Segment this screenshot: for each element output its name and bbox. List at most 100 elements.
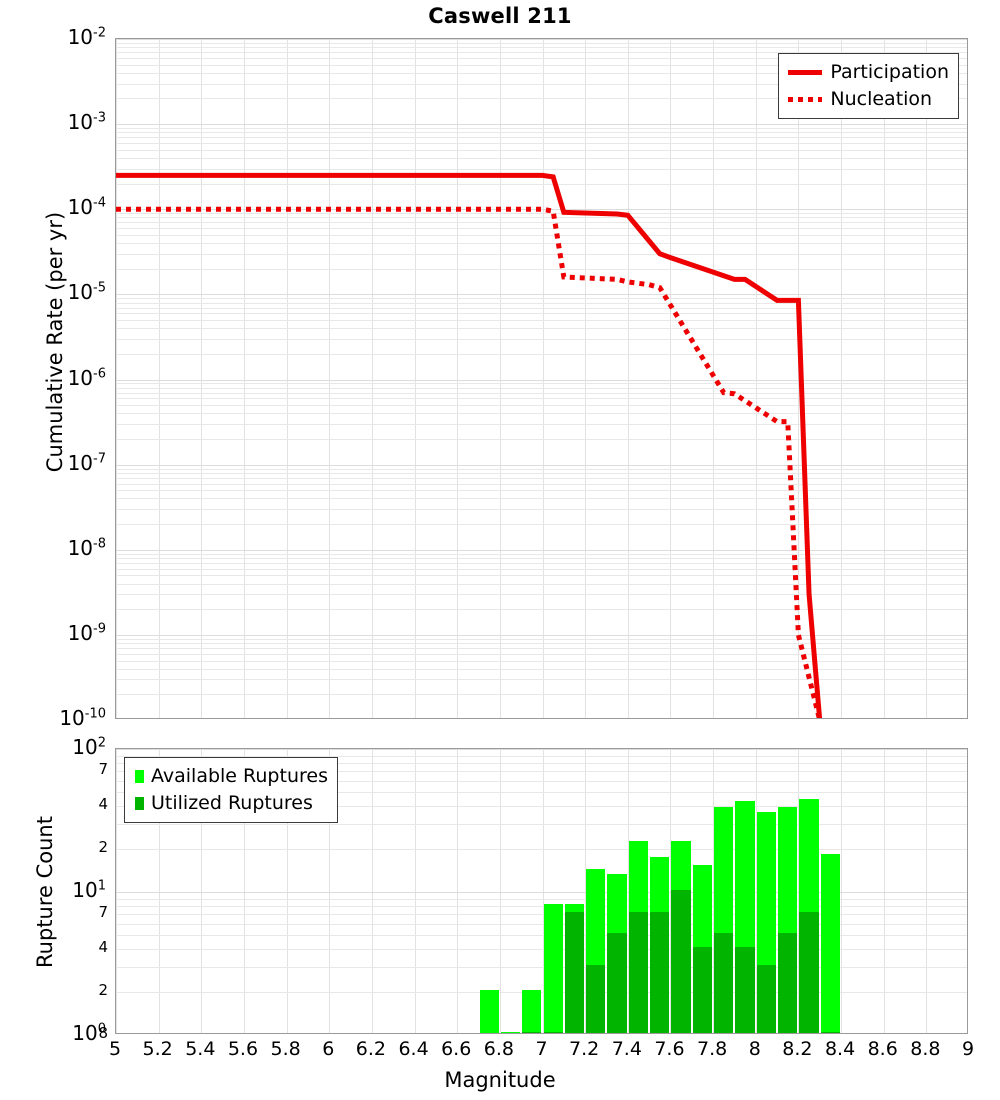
gridline-horizontal bbox=[116, 509, 967, 510]
gridline-horizontal bbox=[116, 228, 967, 229]
gridline-horizontal bbox=[116, 294, 967, 295]
gridline-vertical bbox=[116, 39, 117, 718]
gridline-horizontal bbox=[116, 575, 967, 576]
bar-utilized bbox=[650, 912, 670, 1033]
gridline-horizontal bbox=[116, 169, 967, 170]
gridline-vertical bbox=[798, 39, 799, 718]
gridline-horizontal bbox=[116, 892, 967, 893]
y-tick-label-minor: 7 bbox=[98, 760, 108, 779]
x-tick-label: 7 bbox=[535, 1038, 548, 1060]
y-tick-label: 10-7 bbox=[67, 450, 106, 475]
gridline-horizontal bbox=[116, 393, 967, 394]
bar-group bbox=[543, 903, 563, 1033]
gridline-horizontal bbox=[116, 73, 967, 74]
gridline-vertical bbox=[543, 749, 544, 1033]
gridline-horizontal bbox=[116, 465, 967, 466]
gridline-vertical bbox=[841, 749, 842, 1033]
y-tick-label: 102 bbox=[72, 735, 106, 759]
gridline-vertical bbox=[287, 39, 288, 718]
gridline-vertical bbox=[585, 749, 586, 1033]
gridline-vertical bbox=[884, 39, 885, 718]
bar-utilized bbox=[735, 946, 755, 1033]
y-tick-label-minor: 4 bbox=[98, 794, 108, 813]
gridline-horizontal bbox=[116, 484, 967, 485]
gridline-horizontal bbox=[116, 914, 967, 915]
gridline-vertical bbox=[372, 39, 373, 718]
gridline-horizontal bbox=[116, 209, 967, 210]
gridline-horizontal bbox=[116, 128, 967, 129]
gridline-horizontal bbox=[116, 558, 967, 559]
x-tick-label: 6.4 bbox=[398, 1038, 429, 1060]
legend-label-available: Available Ruptures bbox=[151, 765, 328, 787]
bar-group bbox=[564, 903, 585, 1033]
gridline-vertical bbox=[457, 39, 458, 718]
gridline-horizontal bbox=[116, 43, 967, 44]
gridline-horizontal bbox=[116, 473, 967, 474]
bar-group bbox=[607, 873, 627, 1033]
utilized-swatch-icon bbox=[132, 793, 148, 813]
gridline-horizontal bbox=[116, 158, 967, 159]
bottom-gridlines bbox=[116, 749, 967, 1033]
y-tick-label: 100 bbox=[72, 1021, 106, 1045]
gridline-horizontal bbox=[116, 498, 967, 499]
bar-utilized bbox=[586, 964, 606, 1033]
bottom-y-axis-title: Rupture Count bbox=[33, 816, 57, 968]
gridline-horizontal bbox=[116, 554, 967, 555]
y-tick-label: 10-3 bbox=[67, 110, 106, 135]
gridline-horizontal bbox=[116, 439, 967, 440]
gridline-vertical bbox=[201, 39, 202, 718]
gridline-horizontal bbox=[116, 524, 967, 525]
gridline-horizontal bbox=[116, 150, 967, 151]
x-tick-label: 6.8 bbox=[483, 1038, 514, 1060]
cumulative-rate-plot: Participation Nucleation bbox=[115, 38, 968, 719]
bar-group bbox=[479, 989, 499, 1033]
gridline-horizontal bbox=[116, 992, 967, 993]
y-tick-label: 10-8 bbox=[67, 535, 106, 560]
x-tick-label: 5 bbox=[108, 1038, 122, 1060]
gridline-vertical bbox=[670, 749, 671, 1033]
gridline-horizontal bbox=[116, 137, 967, 138]
gridline-horizontal bbox=[116, 98, 967, 99]
gridline-horizontal bbox=[116, 65, 967, 66]
gridline-vertical bbox=[713, 39, 714, 718]
legend-item-nucleation[interactable]: Nucleation bbox=[786, 86, 949, 112]
y-tick-label-minor: 8 bbox=[98, 1024, 108, 1042]
available-swatch-icon bbox=[132, 766, 148, 786]
gridline-horizontal bbox=[116, 756, 967, 757]
legend-item-utilized-ruptures[interactable]: Utilized Ruptures bbox=[132, 790, 328, 816]
bar-available bbox=[522, 989, 542, 1033]
bar-group bbox=[799, 799, 819, 1033]
gridline-vertical bbox=[415, 749, 416, 1033]
gridline-horizontal bbox=[116, 84, 967, 85]
gridline-horizontal bbox=[116, 906, 967, 907]
legend-item-participation[interactable]: Participation bbox=[786, 59, 949, 85]
bar-utilized bbox=[756, 964, 777, 1033]
gridline-horizontal bbox=[116, 380, 967, 381]
gridline-horizontal bbox=[116, 824, 967, 825]
x-tick-label: 7.4 bbox=[611, 1038, 642, 1060]
gridline-vertical bbox=[329, 749, 330, 1033]
gridline-horizontal bbox=[116, 303, 967, 304]
gridline-vertical bbox=[287, 749, 288, 1033]
gridline-vertical bbox=[841, 39, 842, 718]
gridline-horizontal bbox=[116, 313, 967, 314]
x-tick-label: 8.4 bbox=[824, 1038, 856, 1060]
gridline-horizontal bbox=[116, 763, 967, 764]
y-tick-label-minor: 7 bbox=[98, 903, 108, 922]
gridline-horizontal bbox=[116, 749, 967, 750]
gridline-vertical bbox=[670, 39, 671, 718]
bar-group bbox=[778, 807, 798, 1033]
gridline-horizontal bbox=[116, 635, 967, 636]
legend-item-available-ruptures[interactable]: Available Ruptures bbox=[132, 763, 328, 789]
gridline-horizontal bbox=[116, 39, 967, 40]
y-tick-label: 10-4 bbox=[67, 195, 106, 220]
x-tick-label: 9 bbox=[961, 1038, 975, 1060]
x-tick-label: 5.2 bbox=[142, 1038, 173, 1060]
page-title: Caswell 211 bbox=[428, 4, 572, 28]
bar-utilized bbox=[522, 1032, 542, 1033]
bar-utilized bbox=[564, 912, 585, 1033]
bar-utilized bbox=[628, 912, 649, 1033]
gridline-horizontal bbox=[116, 694, 967, 695]
gridline-horizontal bbox=[116, 899, 967, 900]
bar-utilized bbox=[543, 1032, 563, 1033]
